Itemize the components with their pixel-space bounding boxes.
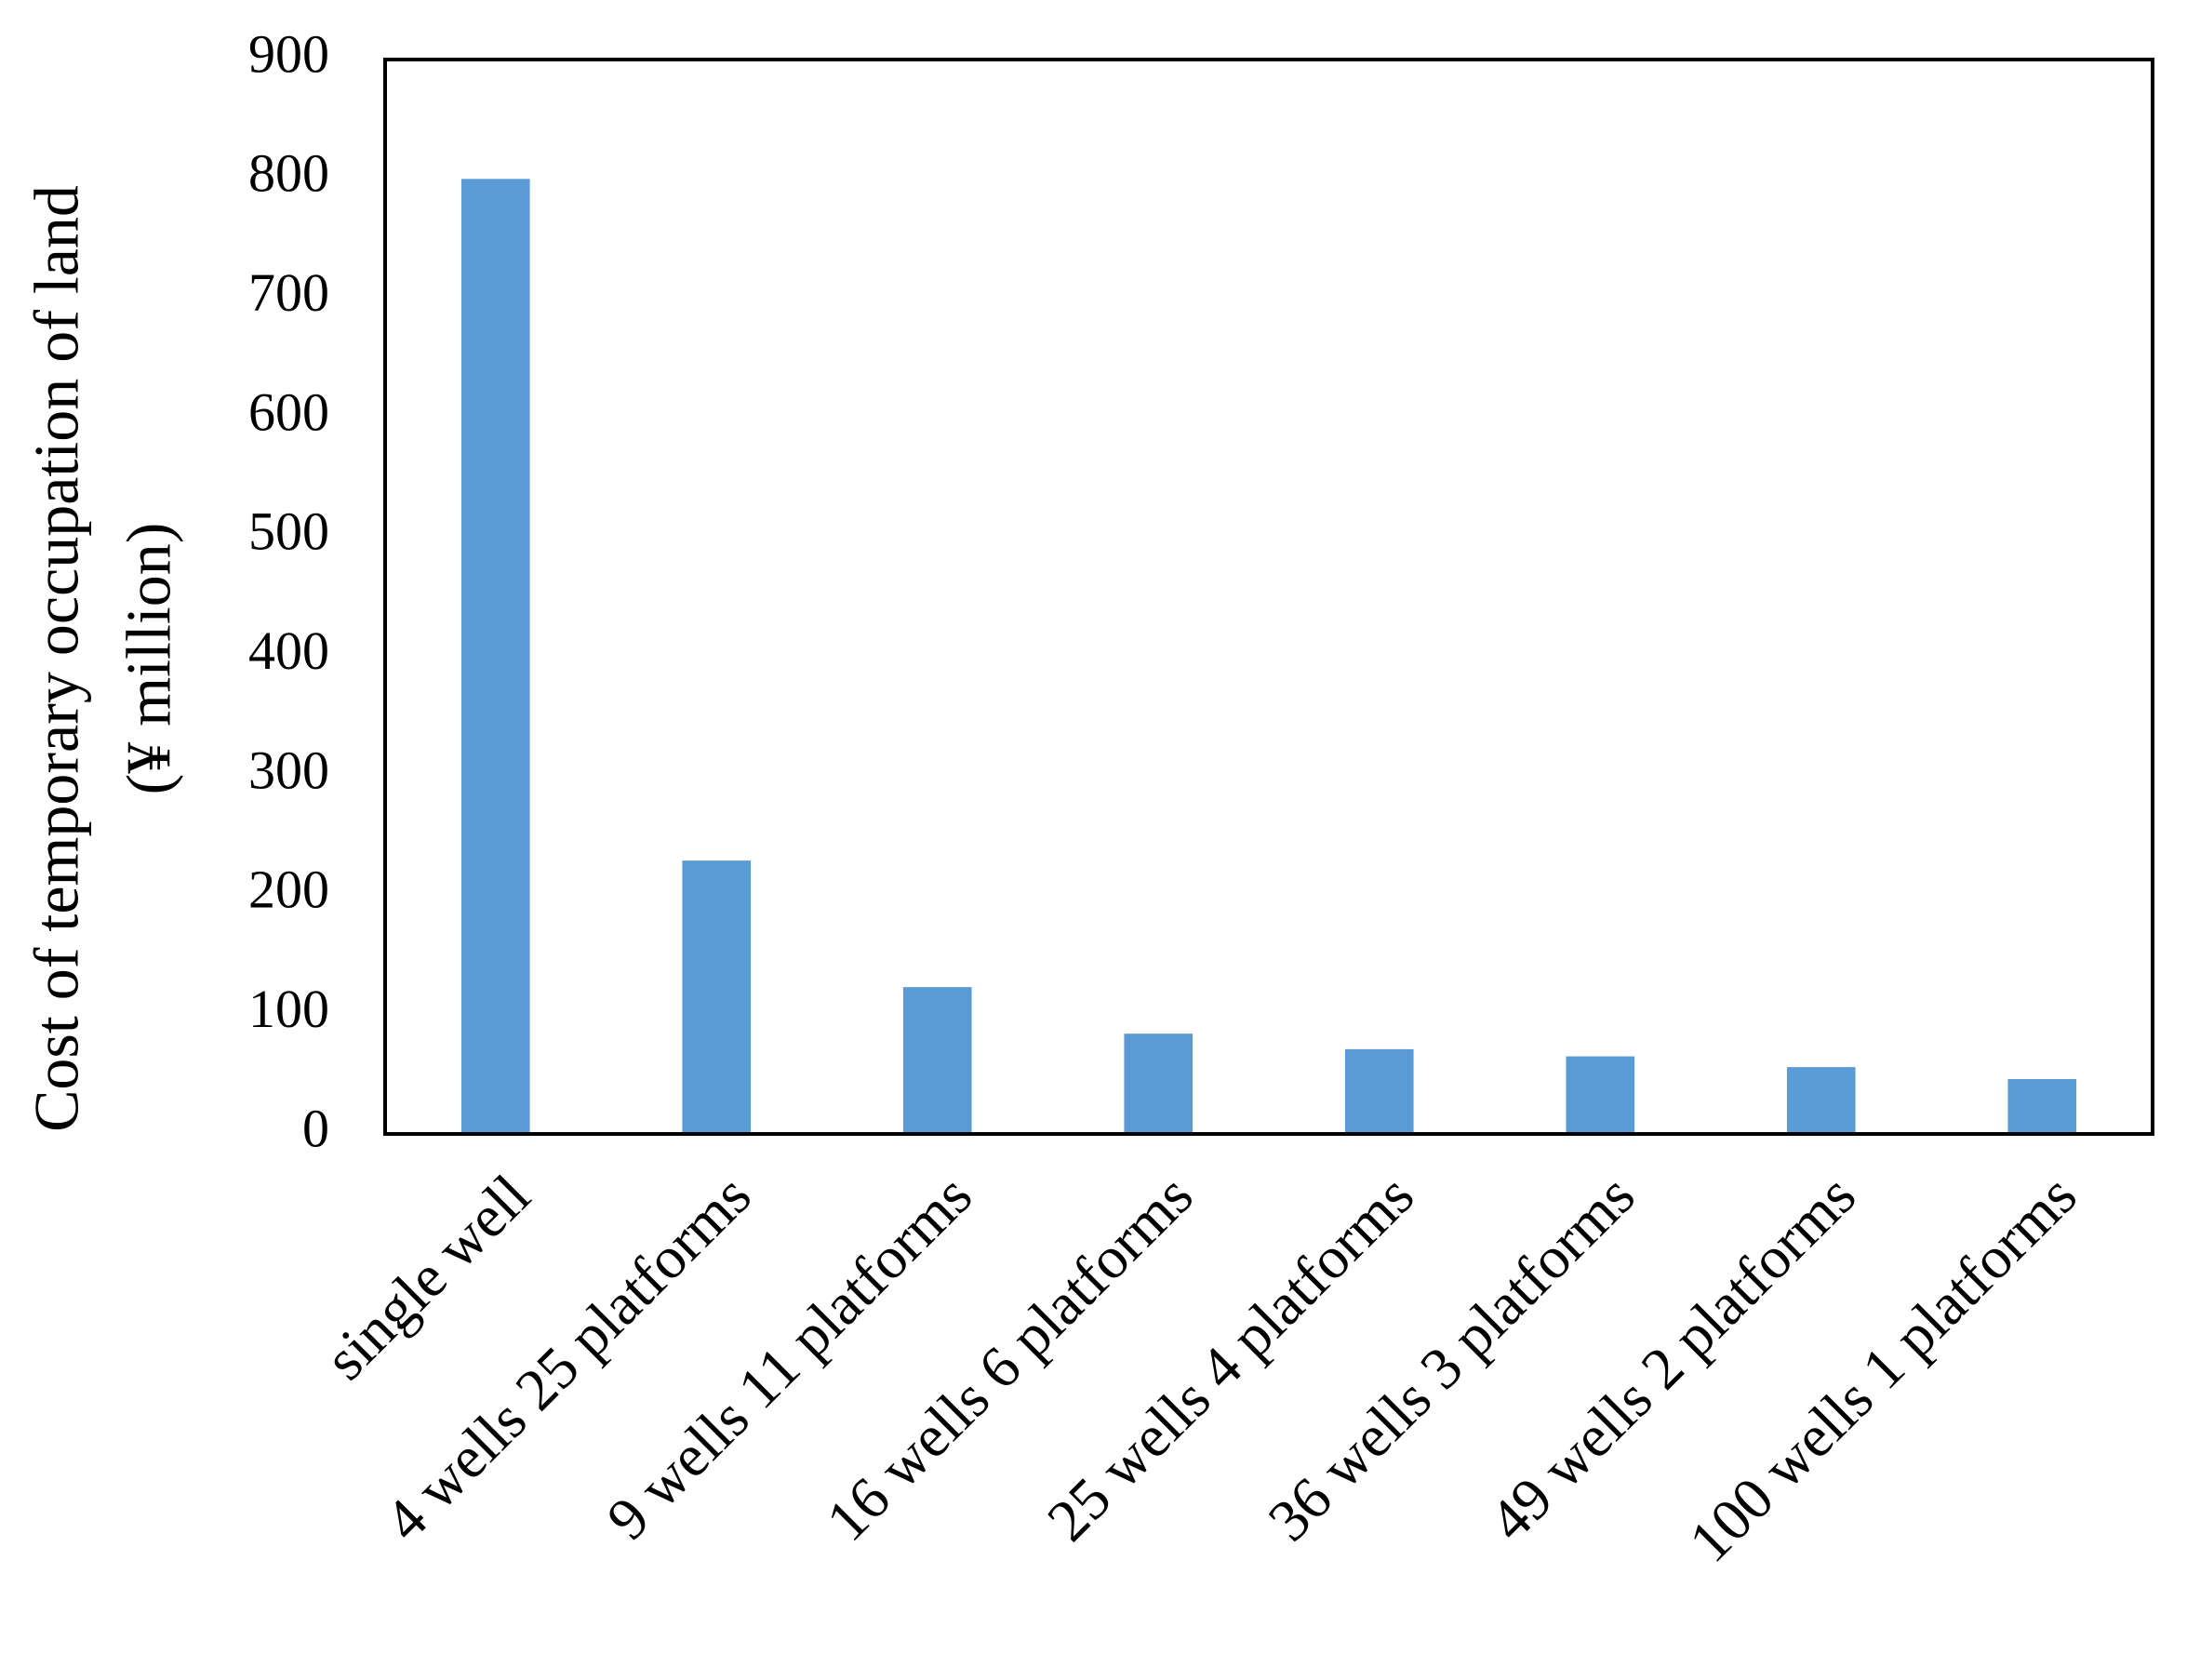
x-tick-label: 16 wells 6 platforms [814,1162,1206,1553]
x-tick-label: 9 wells 11 platforms [594,1162,984,1552]
y-tick-label: 300 [248,740,329,800]
x-tick-label: 36 wells 3 platforms [1256,1162,1647,1553]
y-tick-label: 900 [248,23,329,84]
y-axis-title: Cost of temporary occupation of land [21,185,92,1132]
bar [1124,1033,1194,1134]
y-tick-label: 400 [248,620,329,681]
x-tick-label: 25 wells 4 platforms [1034,1162,1426,1553]
bar [2007,1078,2077,1134]
x-tick-label: 49 wells 2 platforms [1476,1162,1868,1553]
x-tick-label: 100 wells 1 platforms [1676,1162,2089,1575]
y-tick-label: 500 [248,501,329,562]
x-tick-label: single well [313,1162,543,1393]
bar [1566,1056,1635,1134]
plot-frame [383,58,2154,1136]
y-tick-label: 200 [248,860,329,920]
bar [1786,1067,1856,1134]
bar [682,860,752,1134]
bar [460,179,530,1134]
y-tick-label: 800 [248,143,329,204]
y-tick-label: 700 [248,262,329,323]
y-tick-label: 100 [248,979,329,1039]
y-tick-label: 0 [302,1098,329,1158]
bar [902,987,972,1134]
x-tick-label: 4 wells 25 platforms [372,1162,764,1553]
bar [1344,1048,1414,1134]
y-axis-title: (¥ million) [113,523,184,795]
y-tick-label: 600 [248,381,329,442]
